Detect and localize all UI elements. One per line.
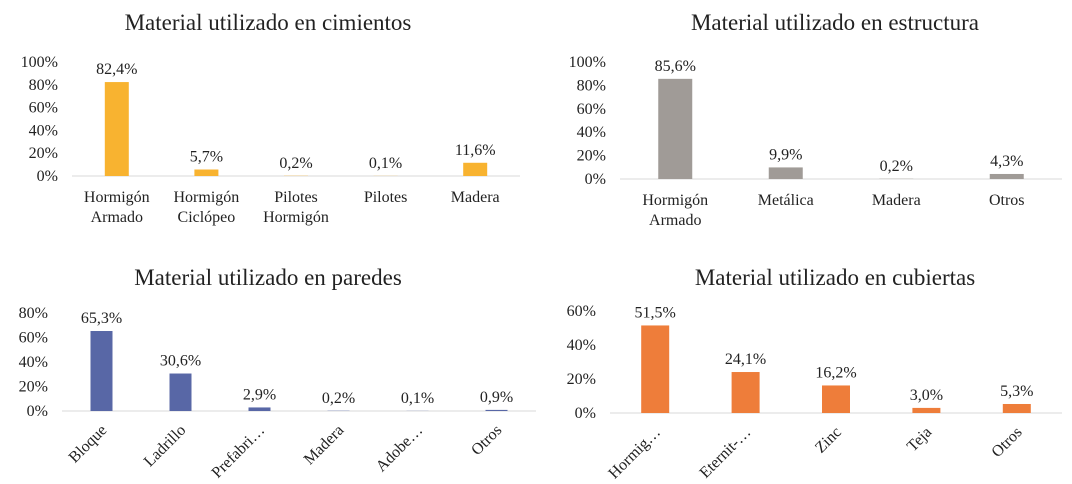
x-tick-label: Madera (301, 422, 348, 469)
bar (90, 331, 113, 411)
x-tick-label: Adobe… (373, 422, 426, 475)
bar (641, 325, 670, 413)
value-label: 24,1% (725, 351, 766, 368)
chart-title: Material utilizado en estructura (691, 10, 979, 35)
x-tick-label: Zinc (812, 424, 845, 457)
y-tick-label: 40% (567, 337, 596, 354)
x-tick-label: Eternit-… (697, 424, 755, 482)
y-tick-label: 80% (29, 77, 58, 94)
y-tick-label: 20% (19, 379, 48, 396)
bar (731, 372, 760, 413)
x-tick-label: Hormig… (605, 424, 664, 483)
value-label: 2,9% (243, 386, 276, 403)
value-label: 4,3% (990, 153, 1023, 170)
value-label: 5,3% (1000, 383, 1033, 400)
x-tick-label: Teja (904, 424, 935, 455)
y-tick-label: 40% (19, 354, 48, 371)
y-tick-label: 20% (567, 371, 596, 388)
y-tick-label: 0% (575, 405, 596, 422)
bar (989, 173, 1024, 179)
bar (248, 407, 271, 411)
x-tick-label: Hormigón Ciclópeo (174, 189, 240, 226)
bar (463, 162, 488, 176)
chart-title: Material utilizado en paredes (134, 265, 402, 290)
x-tick-label: Otros (989, 192, 1025, 209)
x-tick-label: Madera (872, 192, 921, 209)
bar (194, 169, 219, 176)
x-tick-label: Pilotes (364, 189, 408, 206)
value-label: 9,9% (769, 146, 802, 163)
y-tick-label: 20% (577, 148, 606, 165)
value-label: 0,1% (401, 390, 434, 407)
y-tick-label: 100% (21, 54, 58, 71)
value-label: 0,2% (880, 158, 913, 175)
y-tick-label: 0% (585, 171, 606, 188)
x-tick-label: Pilotes Hormigón (263, 189, 329, 226)
y-tick-label: 60% (19, 330, 48, 347)
value-label: 0,2% (322, 390, 355, 407)
x-tick-label: Ladrillo (141, 422, 189, 470)
y-tick-label: 40% (577, 124, 606, 141)
value-label: 0,1% (369, 155, 402, 172)
value-label: 82,4% (96, 61, 137, 78)
y-tick-label: 80% (577, 77, 606, 94)
value-label: 85,6% (655, 58, 696, 75)
x-tick-label: Bloque (66, 422, 111, 467)
bar (768, 167, 803, 179)
x-tick-label: Hormigón Armado (84, 189, 150, 226)
chart-title: Material utilizado en cimientos (125, 10, 412, 35)
x-tick-label: Prefabri… (209, 422, 269, 482)
value-label: 11,6% (455, 142, 496, 159)
x-tick-label: Metálica (758, 192, 814, 209)
y-tick-label: 80% (19, 305, 48, 322)
value-label: 30,6% (160, 353, 201, 370)
bar (822, 385, 850, 413)
value-label: 3,0% (910, 387, 943, 404)
bar (1002, 403, 1031, 413)
value-label: 16,2% (815, 364, 856, 381)
y-tick-label: 60% (577, 101, 606, 118)
bar (169, 373, 192, 411)
value-label: 5,7% (190, 149, 223, 166)
bar (658, 78, 693, 179)
x-tick-label: Otros (988, 424, 1025, 461)
value-label: 0,9% (480, 389, 513, 406)
bar (104, 82, 129, 176)
value-label: 65,3% (81, 310, 122, 327)
y-tick-label: 60% (567, 303, 596, 320)
value-label: 51,5% (635, 304, 676, 321)
y-tick-label: 60% (29, 100, 58, 117)
y-tick-label: 40% (29, 122, 58, 139)
y-tick-label: 0% (27, 403, 48, 420)
value-label: 0,2% (279, 155, 312, 172)
bar (485, 409, 508, 411)
chart-title: Material utilizado en cubiertas (695, 265, 975, 290)
y-tick-label: 0% (37, 168, 58, 185)
x-tick-label: Otros (468, 422, 505, 459)
x-tick-label: Madera (451, 189, 500, 206)
bar (912, 407, 941, 413)
x-tick-label: Hormigón Armado (642, 192, 708, 229)
y-tick-label: 100% (569, 54, 606, 71)
y-tick-label: 20% (29, 145, 58, 162)
